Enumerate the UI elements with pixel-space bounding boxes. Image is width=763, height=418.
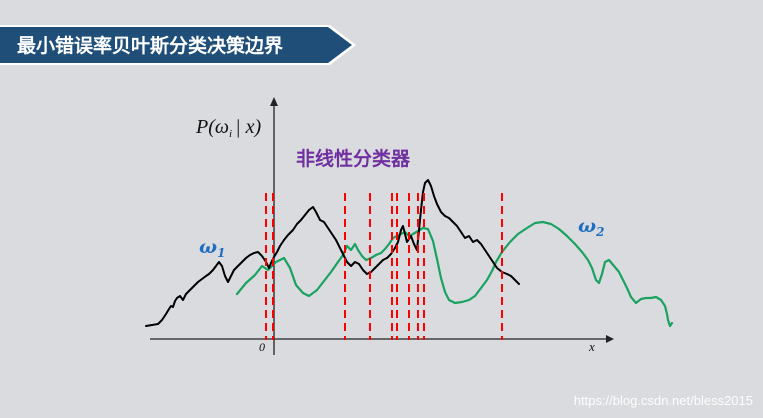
x-axis-arrow [606,335,614,343]
y-axis-label: P(ωi | x) [195,116,261,140]
x-axis-label: x [588,339,595,354]
class1-label: ω1 [199,236,225,260]
title-banner-shape [0,25,356,65]
diagram-subtitle: 非线性分类器 [296,147,411,170]
origin-label: 0 [259,340,265,354]
class1-posterior-curve [145,179,520,327]
watermark: https://blog.csdn.net/bless2015 [573,393,753,408]
y-axis-arrow [270,97,278,106]
slide-title: 最小错误率贝叶斯分类决策边界 [17,35,284,57]
class2-posterior-curve [235,220,674,328]
decision-boundaries [265,193,503,340]
class2-label: ω2 [578,215,604,239]
title-banner [0,25,358,65]
